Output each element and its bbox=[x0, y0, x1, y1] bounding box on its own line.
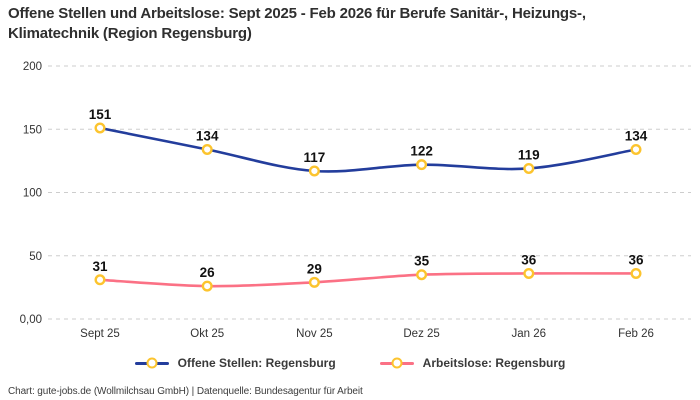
data-point-marker bbox=[630, 267, 642, 279]
data-label: 134 bbox=[625, 128, 648, 143]
data-point-marker bbox=[416, 159, 428, 171]
y-tick-label: 50 bbox=[29, 251, 42, 263]
y-tick-label: 150 bbox=[23, 124, 42, 136]
data-label: 35 bbox=[414, 254, 430, 269]
data-point-marker bbox=[201, 143, 213, 155]
data-point-marker bbox=[308, 165, 320, 177]
x-tick-label: Nov 25 bbox=[296, 328, 332, 340]
series-marker-icon bbox=[391, 357, 403, 369]
x-tick-label: Sept 25 bbox=[80, 328, 120, 340]
data-point-marker bbox=[308, 276, 320, 288]
series1-line-icon bbox=[134, 357, 169, 369]
chart-canvas: 0,00 50 100 150 200 Sept 25 Okt 25 Nov 25 Dez 25… bbox=[20, 61, 691, 340]
data-label: 29 bbox=[307, 261, 322, 276]
legend-label: Offene Stellen: Regensburg bbox=[177, 356, 336, 370]
data-point-marker bbox=[523, 267, 535, 279]
x-tick-label: Dez 25 bbox=[403, 328, 439, 340]
data-point-marker bbox=[523, 162, 535, 174]
line-chart: 0,00 50 100 150 200 Sept 25 Okt 25 Nov 25 Dez 25… bbox=[0, 52, 700, 352]
series-line bbox=[98, 126, 638, 173]
data-label: 26 bbox=[200, 265, 216, 280]
y-tick-label: 0,00 bbox=[20, 314, 42, 326]
data-point-marker bbox=[416, 269, 428, 281]
y-tick-label: 200 bbox=[23, 61, 42, 73]
data-label: 31 bbox=[92, 259, 108, 274]
data-point-marker bbox=[630, 143, 642, 155]
legend-label: Arbeitslose: Regensburg bbox=[422, 356, 566, 370]
data-label: 122 bbox=[410, 144, 433, 159]
attribution-footer: Chart: gute-jobs.de (Wollmilchsau GmbH) … bbox=[8, 386, 363, 397]
series2-line-icon bbox=[379, 357, 414, 369]
data-label: 36 bbox=[521, 252, 537, 267]
x-tick-label: Okt 25 bbox=[190, 328, 224, 340]
data-label: 151 bbox=[89, 107, 112, 122]
data-point-marker bbox=[94, 122, 106, 134]
data-label: 36 bbox=[628, 252, 644, 267]
legend-item-offene-stellen: Offene Stellen: Regensburg bbox=[134, 356, 336, 370]
x-tick-label: Jan 26 bbox=[512, 328, 547, 340]
data-label: 134 bbox=[196, 128, 219, 143]
chart-title: Offene Stellen und Arbeitslose: Sept 202… bbox=[8, 5, 586, 42]
data-label: 117 bbox=[304, 150, 326, 165]
y-tick-label: 100 bbox=[23, 188, 42, 200]
series-line bbox=[98, 272, 638, 288]
data-point-marker bbox=[201, 280, 213, 292]
x-tick-label: Feb 26 bbox=[618, 328, 654, 340]
legend-item-arbeitslose: Arbeitslose: Regensburg bbox=[379, 356, 566, 370]
data-point-marker bbox=[94, 274, 106, 286]
chart-legend: Offene Stellen: Regensburg Arbeitslose: … bbox=[0, 356, 700, 370]
data-label: 119 bbox=[518, 147, 540, 162]
series-marker-icon bbox=[146, 357, 158, 369]
